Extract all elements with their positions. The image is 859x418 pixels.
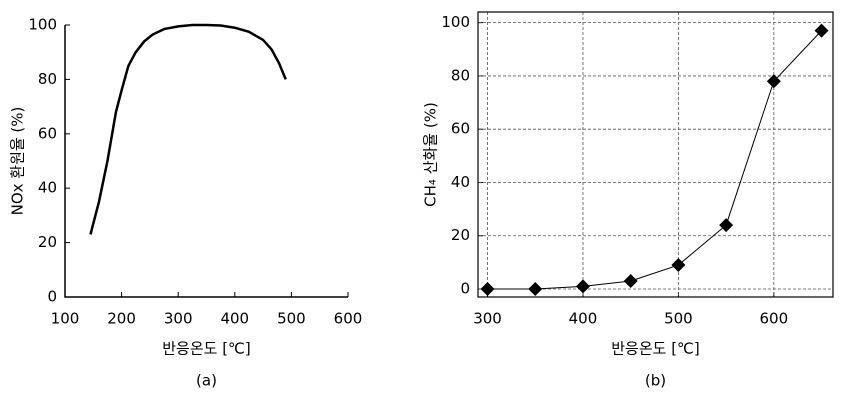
y-tick-label: 40 (38, 179, 57, 197)
x-axis-label: 반응온도 [℃] (611, 340, 700, 358)
caption: (a) (196, 372, 217, 390)
y-tick-label: 80 (451, 66, 470, 84)
data-line (89, 23, 287, 235)
y-tick-label: 100 (441, 13, 470, 31)
marker (575, 279, 590, 294)
axes (64, 25, 348, 298)
x-tick-label: 400 (569, 310, 598, 328)
y-tick-label: 0 (47, 288, 57, 306)
plot-frame (477, 11, 834, 298)
x-tick-label: 600 (760, 310, 789, 328)
x-tick-label: 500 (664, 310, 693, 328)
caption: (b) (645, 372, 666, 390)
y-axis-label: NOx 환원율 (%) (9, 107, 27, 216)
y-tick-label: 60 (38, 124, 57, 142)
x-axis-label: 반응온도 [℃] (162, 340, 251, 358)
x-tick-label: 200 (107, 310, 136, 328)
marker (814, 23, 829, 38)
x-tick-label: 300 (164, 310, 193, 328)
x-tick-label: 600 (334, 310, 363, 328)
y-tick-label: 40 (451, 173, 470, 191)
marker (528, 282, 543, 297)
x-tick-label: 300 (473, 310, 502, 328)
y-axis-label: CH₄ 산화율 (%) (422, 102, 440, 207)
x-tick-label: 100 (51, 310, 80, 328)
marker (480, 282, 495, 297)
marker (671, 258, 686, 273)
x-tick-label: 400 (220, 310, 249, 328)
marker (766, 74, 781, 89)
y-tick-label: 80 (38, 70, 57, 88)
y-tick-label: 20 (38, 233, 57, 251)
marker (623, 274, 638, 289)
marker (719, 218, 734, 233)
x-tick-label: 500 (277, 310, 306, 328)
y-tick-label: 60 (451, 120, 470, 138)
y-tick-label: 20 (451, 226, 470, 244)
data-line (487, 30, 822, 290)
y-tick-label: 0 (460, 280, 470, 298)
y-tick-label: 100 (28, 16, 57, 34)
